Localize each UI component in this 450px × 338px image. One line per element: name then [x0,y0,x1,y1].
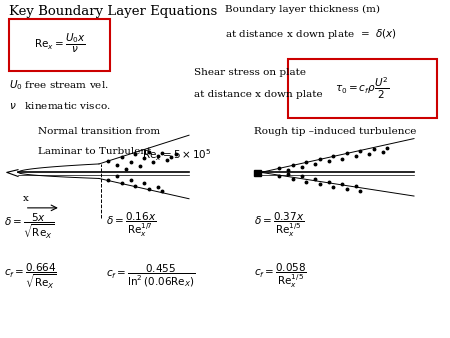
Text: $\mathrm{Re}_x = 5\times10^5$: $\mathrm{Re}_x = 5\times10^5$ [142,147,212,163]
Text: at distance x down plate: at distance x down plate [194,90,322,99]
FancyBboxPatch shape [9,19,110,71]
Text: Normal transition from: Normal transition from [38,127,160,136]
Text: Shear stress on plate: Shear stress on plate [194,68,306,77]
Text: $c_f = \dfrac{0.664}{\sqrt{\mathrm{Re}_X}}$: $c_f = \dfrac{0.664}{\sqrt{\mathrm{Re}_X… [4,262,58,291]
Text: $\mathrm{Re}_x = \dfrac{U_0 x}{\nu}$: $\mathrm{Re}_x = \dfrac{U_0 x}{\nu}$ [34,32,86,55]
Text: Key Boundary Layer Equations: Key Boundary Layer Equations [9,5,217,18]
Text: x: x [22,194,28,203]
FancyBboxPatch shape [288,59,436,118]
Text: $U_0$ free stream vel.: $U_0$ free stream vel. [9,78,109,92]
Text: $\delta = \dfrac{5x}{\sqrt{\mathrm{Re}_X}}$: $\delta = \dfrac{5x}{\sqrt{\mathrm{Re}_X… [4,211,55,241]
Text: $\tau_0 = c_f \rho \dfrac{U^2}{2}$: $\tau_0 = c_f \rho \dfrac{U^2}{2}$ [335,76,389,101]
Text: Boundary layer thickness (m): Boundary layer thickness (m) [225,5,380,14]
Text: at distance x down plate  =  $\delta(x)$: at distance x down plate = $\delta(x)$ [225,27,397,41]
Text: $\delta = \dfrac{0.16x}{\mathrm{Re}_x^{1/7}}$: $\delta = \dfrac{0.16x}{\mathrm{Re}_x^{1… [106,211,156,239]
Text: Laminar to Turbulent: Laminar to Turbulent [38,147,152,156]
Text: $c_f = \dfrac{0.058}{\mathrm{Re}_x^{1/5}}$: $c_f = \dfrac{0.058}{\mathrm{Re}_x^{1/5}… [254,262,307,290]
Text: $\nu$   kinematic visco.: $\nu$ kinematic visco. [9,100,111,111]
Text: $c_f = \dfrac{0.455}{\ln^2(0.06\mathrm{Re}_X)}$: $c_f = \dfrac{0.455}{\ln^2(0.06\mathrm{R… [106,262,195,289]
Bar [254,170,261,176]
Text: $\delta = \dfrac{0.37x}{\mathrm{Re}_x^{1/5}}$: $\delta = \dfrac{0.37x}{\mathrm{Re}_x^{1… [254,211,305,239]
Text: Rough tip –induced turbulence: Rough tip –induced turbulence [254,127,417,136]
